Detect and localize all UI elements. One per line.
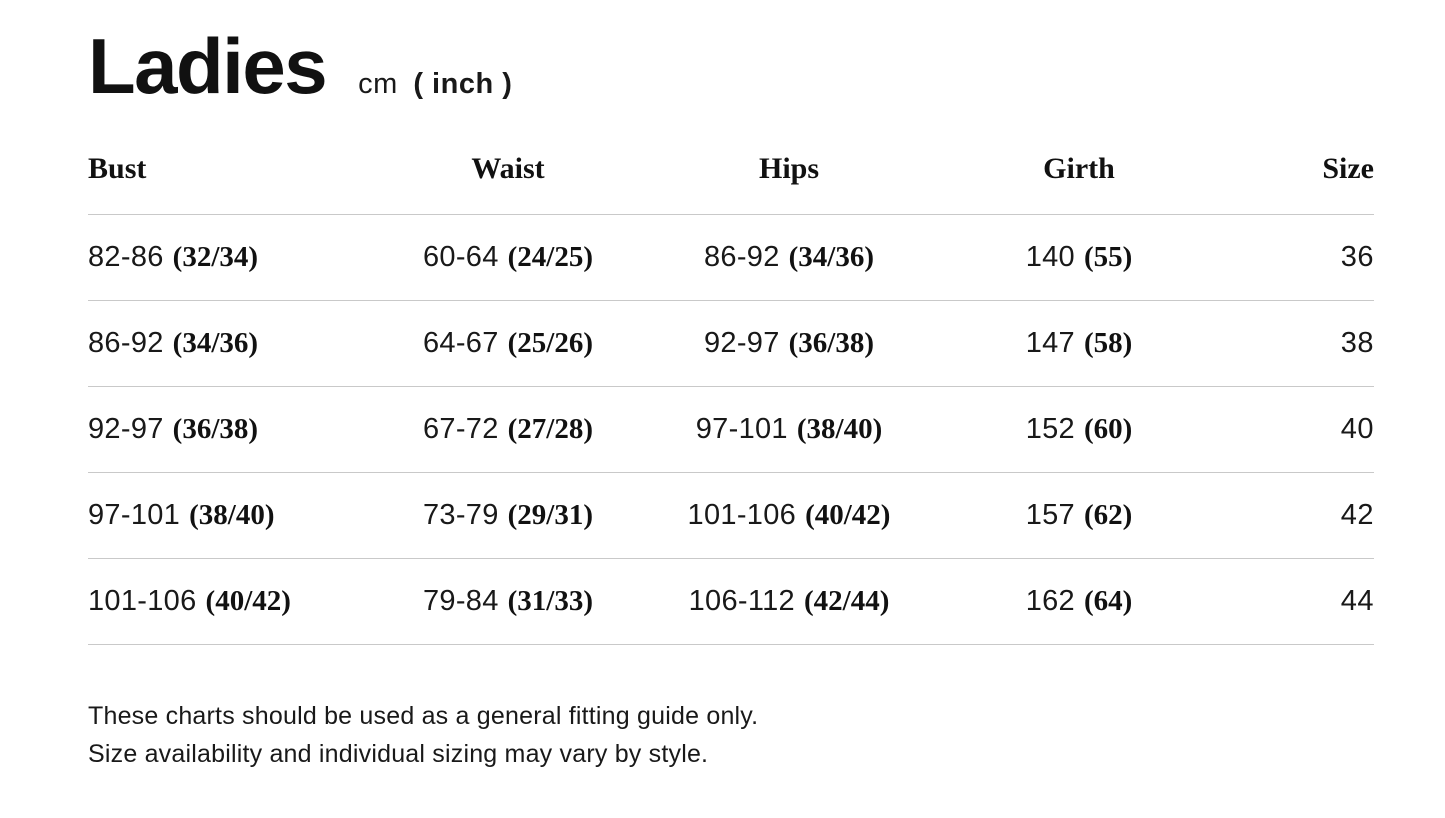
bust-inch-value: (40/42) (205, 584, 291, 617)
size-chart-table: Bust Waist Hips Girth Size 82-86 (32/34) … (88, 145, 1374, 645)
bust-cm-value: 101-106 (88, 584, 197, 617)
waist-cm-value: 64-67 (422, 326, 499, 359)
size-cell: 38 (1228, 300, 1374, 387)
column-header-hips: Hips (648, 145, 930, 215)
size-cell: 42 (1228, 472, 1374, 559)
bust-cell: 101-106 (40/42) (88, 558, 368, 645)
waist-cell: 60-64 (24/25) (368, 214, 648, 301)
size-value: 44 (1340, 584, 1374, 617)
page-header: Ladies cm ( inch ) (88, 22, 1374, 112)
disclaimer: These charts should be used as a general… (88, 697, 1374, 773)
waist-inch-value: (29/31) (507, 498, 594, 531)
hips-inch-value: (38/40) (796, 412, 883, 445)
size-cell: 40 (1228, 386, 1374, 473)
girth-inch-value: (58) (1083, 326, 1133, 359)
table-row: 86-92 (34/36) 64-67 (25/26) 92-97 (36/38) 1… (88, 300, 1374, 387)
bust-cell: 86-92 (34/36) (88, 300, 368, 387)
table-row: 97-101 (38/40) 73-79 (29/31) 101-106 (40/42… (88, 472, 1374, 559)
bust-inch-value: (38/40) (189, 498, 275, 531)
size-value: 36 (1340, 240, 1374, 273)
column-header-waist: Waist (368, 145, 648, 215)
hips-cell: 92-97 (36/38) (648, 300, 930, 387)
waist-cell: 67-72 (27/28) (368, 386, 648, 473)
header-row: Bust Waist Hips Girth Size (88, 145, 1374, 215)
bust-cm-value: 86-92 (88, 326, 164, 359)
table-body: 82-86 (32/34) 60-64 (24/25) 86-92 (34/36) 1… (88, 214, 1374, 645)
bust-cm-value: 92-97 (88, 412, 164, 445)
waist-cm-value: 79-84 (422, 584, 499, 617)
waist-inch-value: (27/28) (507, 412, 594, 445)
table-row: 101-106 (40/42) 79-84 (31/33) 106-112 (42/4… (88, 558, 1374, 645)
hips-cell: 97-101 (38/40) (648, 386, 930, 473)
disclaimer-line-2: Size availability and individual sizing … (88, 739, 709, 768)
waist-cm-value: 60-64 (422, 240, 499, 273)
girth-inch-value: (60) (1083, 412, 1133, 445)
column-header-girth: Girth (930, 145, 1228, 215)
waist-cell: 79-84 (31/33) (368, 558, 648, 645)
column-header-bust: Bust (88, 145, 368, 215)
size-value: 38 (1340, 326, 1374, 359)
hips-cell: 101-106 (40/42) (648, 472, 930, 559)
bust-cell: 82-86 (32/34) (88, 214, 368, 301)
girth-cm-value: 157 (1025, 498, 1075, 531)
size-value: 42 (1340, 498, 1374, 531)
size-cell: 44 (1228, 558, 1374, 645)
hips-cm-value: 92-97 (703, 326, 780, 359)
girth-inch-value: (64) (1083, 584, 1133, 617)
bust-inch-value: (34/36) (172, 326, 259, 359)
table-row: 92-97 (36/38) 67-72 (27/28) 97-101 (38/40) … (88, 386, 1374, 473)
hips-cm-value: 97-101 (695, 412, 788, 445)
table-header: Bust Waist Hips Girth Size (88, 145, 1374, 215)
bust-inch-value: (36/38) (172, 412, 259, 445)
hips-inch-value: (42/44) (804, 584, 890, 617)
unit-label-inch: ( inch ) (413, 68, 513, 100)
column-header-size: Size (1228, 145, 1374, 215)
girth-cell: 140 (55) (930, 214, 1228, 301)
girth-cell: 157 (62) (930, 472, 1228, 559)
waist-cm-value: 67-72 (422, 412, 499, 445)
girth-cm-value: 147 (1025, 326, 1075, 359)
waist-cell: 64-67 (25/26) (368, 300, 648, 387)
size-cell: 36 (1228, 214, 1374, 301)
disclaimer-line-1: These charts should be used as a general… (88, 701, 759, 730)
hips-cell: 106-112 (42/44) (648, 558, 930, 645)
hips-inch-value: (40/42) (805, 498, 891, 531)
hips-cm-value: 106-112 (688, 584, 795, 617)
girth-cm-value: 140 (1025, 240, 1075, 273)
girth-cell: 162 (64) (930, 558, 1228, 645)
girth-cm-value: 152 (1025, 412, 1075, 445)
size-value: 40 (1340, 412, 1374, 445)
size-chart-page: Ladies cm ( inch ) Bust Waist Hips Girth… (88, 22, 1374, 773)
unit-label: cm ( inch ) (358, 68, 512, 101)
girth-cm-value: 162 (1025, 584, 1075, 617)
bust-cell: 97-101 (38/40) (88, 472, 368, 559)
hips-cm-value: 86-92 (703, 240, 780, 273)
hips-cell: 86-92 (34/36) (648, 214, 930, 301)
bust-cm-value: 82-86 (88, 240, 164, 273)
waist-inch-value: (24/25) (507, 240, 594, 273)
page-title: Ladies (88, 22, 328, 110)
hips-inch-value: (34/36) (788, 240, 875, 273)
unit-label-cm: cm (358, 68, 398, 100)
girth-cell: 147 (58) (930, 300, 1228, 387)
girth-inch-value: (62) (1083, 498, 1133, 531)
hips-inch-value: (36/38) (788, 326, 875, 359)
table-row: 82-86 (32/34) 60-64 (24/25) 86-92 (34/36) 1… (88, 214, 1374, 301)
waist-inch-value: (31/33) (507, 584, 594, 617)
hips-cm-value: 101-106 (687, 498, 797, 531)
waist-cell: 73-79 (29/31) (368, 472, 648, 559)
waist-inch-value: (25/26) (507, 326, 594, 359)
bust-cell: 92-97 (36/38) (88, 386, 368, 473)
girth-cell: 152 (60) (930, 386, 1228, 473)
bust-inch-value: (32/34) (172, 240, 259, 273)
bust-cm-value: 97-101 (88, 498, 181, 531)
girth-inch-value: (55) (1083, 240, 1133, 273)
waist-cm-value: 73-79 (422, 498, 499, 531)
